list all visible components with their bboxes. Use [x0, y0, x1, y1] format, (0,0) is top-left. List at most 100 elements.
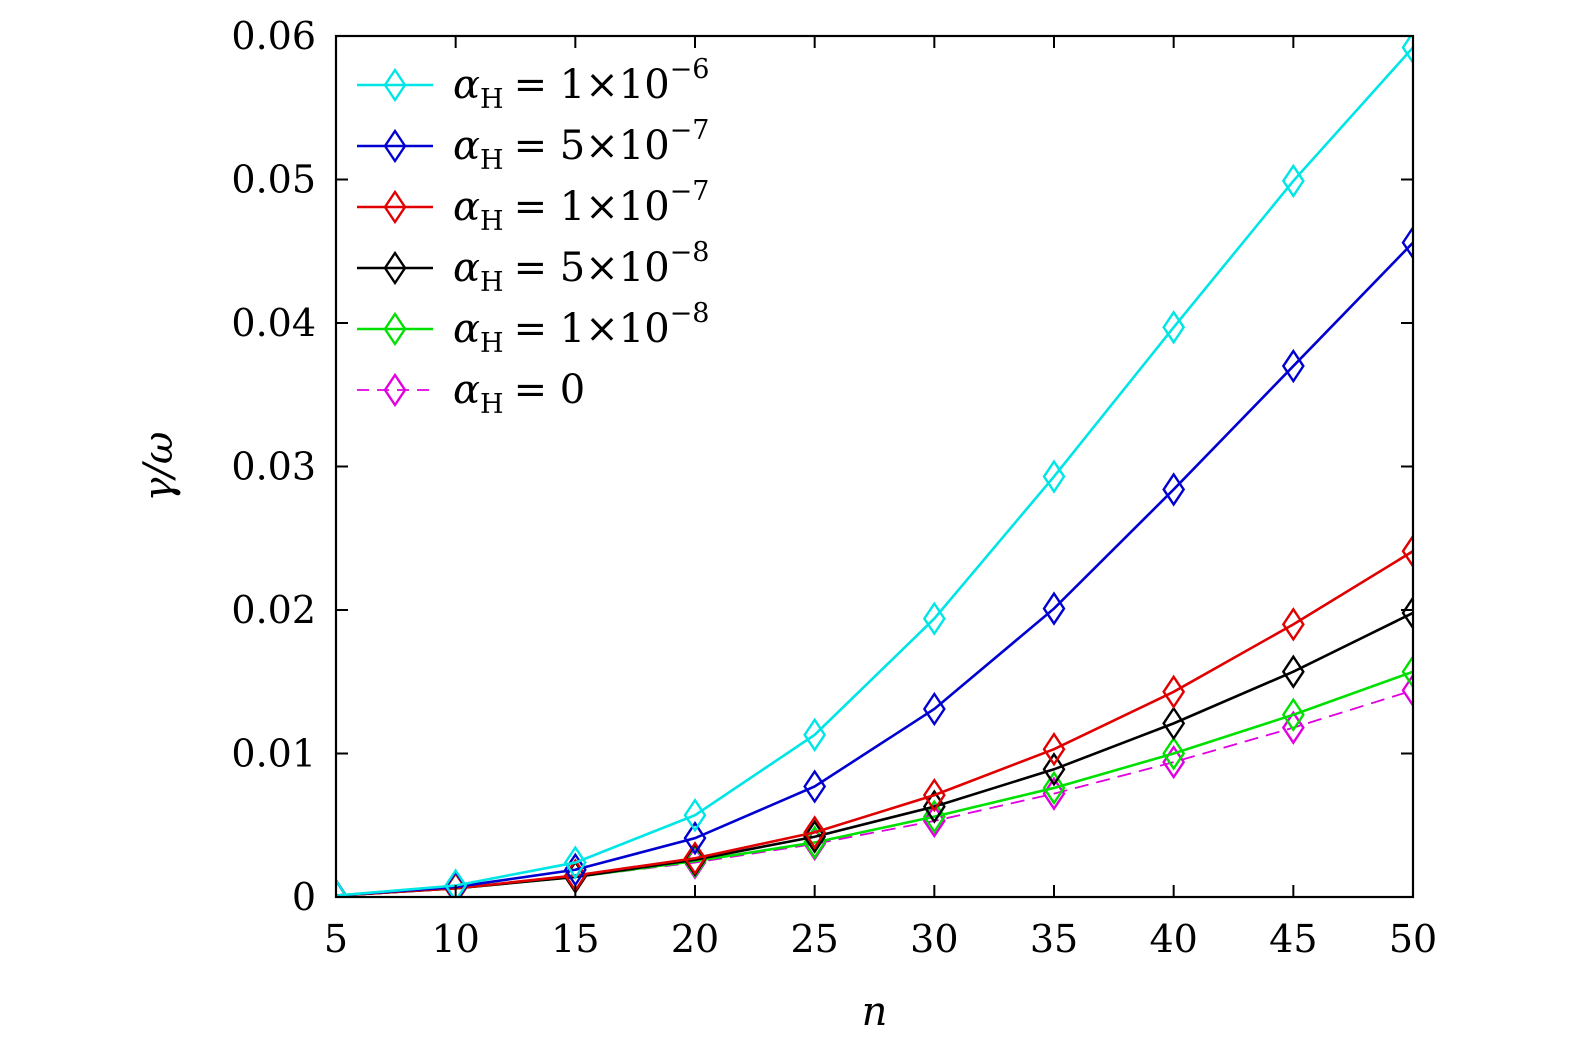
legend-item: αH = 5×10−8 [357, 237, 709, 298]
data-point [1042, 752, 1066, 787]
legend-swatch-marker [383, 67, 407, 103]
data-point [1162, 472, 1186, 507]
series-line [336, 611, 1413, 897]
y-tick-label: 0 [292, 875, 316, 919]
plot-area [336, 36, 1413, 897]
data-point [1281, 710, 1305, 745]
data-point [1281, 697, 1305, 732]
series-line [336, 550, 1413, 897]
x-tick-label: 25 [790, 917, 838, 961]
data-point [1162, 706, 1186, 741]
legend-label-symbol: α [453, 367, 480, 413]
y-axis-label: γ/ω [136, 432, 182, 502]
y-tick-label: 0.01 [231, 732, 316, 776]
legend-label-value: = 5×10 [514, 245, 670, 291]
data-point [1401, 36, 1413, 65]
legend-label-value: = 5×10 [514, 123, 670, 169]
x-tick-label: 20 [671, 917, 719, 961]
y-tick-label: 0.06 [231, 14, 316, 58]
legend-label-symbol: α [453, 62, 480, 108]
data-point [1401, 225, 1413, 260]
legend-label: αH = 5×10−7 [453, 115, 709, 176]
data-point [683, 841, 707, 876]
data-point [444, 868, 468, 897]
legend-label-exponent: −7 [670, 115, 710, 146]
legend-label-subscript: H [480, 328, 504, 359]
series-line [336, 689, 1413, 897]
x-tick-label: 5 [324, 917, 348, 961]
series-group [336, 36, 1413, 897]
legend-swatch-marker [383, 250, 407, 286]
legend-item: αH = 5×10−7 [357, 115, 709, 176]
legend-label-exponent: −8 [670, 237, 710, 268]
data-point [922, 601, 946, 636]
legend-label: αH = 1×10−8 [453, 298, 709, 359]
legend-label-value: = 0 [514, 367, 586, 413]
legend-swatch-marker [383, 372, 407, 408]
legend-label-exponent: −8 [670, 298, 710, 329]
data-point [1162, 674, 1186, 709]
legend-item: αH = 1×10−6 [357, 54, 709, 115]
legend-item: αH = 1×10−7 [357, 176, 709, 237]
series-line [336, 241, 1413, 897]
x-tick-label: 10 [431, 917, 479, 961]
legend-label: αH = 1×10−7 [453, 176, 709, 237]
series-line [336, 670, 1413, 897]
data-point [1042, 770, 1066, 806]
legend-swatch-marker [383, 189, 407, 225]
data-point [563, 845, 587, 880]
data-point [336, 878, 348, 897]
legend-label-subscript: H [480, 206, 504, 237]
legend-label-symbol: α [453, 184, 480, 230]
x-tick-label: 35 [1030, 917, 1078, 961]
x-tick-label: 30 [910, 917, 958, 961]
data-point [1162, 310, 1186, 345]
series-line [336, 46, 1413, 897]
data-point [683, 821, 707, 856]
legend-label-value: = 1×10 [514, 306, 670, 352]
data-point [1281, 654, 1305, 689]
data-point [1401, 673, 1413, 708]
data-point [1042, 732, 1066, 767]
legend-label-subscript: H [480, 84, 504, 115]
legend-swatch-marker [383, 128, 407, 164]
data-point [803, 819, 827, 854]
data-point [1281, 607, 1305, 642]
data-point [1162, 736, 1186, 771]
legend-label-subscript: H [480, 267, 504, 298]
data-point [803, 815, 827, 850]
data-point [1401, 654, 1413, 689]
legend-label-value: = 1×10 [514, 62, 670, 108]
x-axis-label: n [862, 989, 888, 1035]
data-point [1281, 348, 1305, 384]
legend-label-exponent: −6 [670, 54, 710, 85]
data-point [803, 769, 827, 804]
data-point [922, 691, 946, 727]
legend-label: αH = 5×10−8 [453, 237, 709, 298]
x-tick-label: 15 [551, 917, 599, 961]
legend: αH = 1×10−6αH = 5×10−7αH = 1×10−7αH = 5×10−8… [357, 54, 709, 420]
legend-item: αH = 0 [357, 367, 585, 420]
data-point [1281, 163, 1305, 199]
legend-label-value: = 1×10 [514, 184, 670, 230]
legend-item: αH = 1×10−8 [357, 298, 709, 359]
data-point [1401, 534, 1413, 569]
legend-label-subscript: H [480, 145, 504, 176]
data-point [1401, 595, 1413, 631]
data-point [683, 798, 707, 833]
x-tick-label: 40 [1149, 917, 1197, 961]
y-tick-label: 0.02 [231, 588, 316, 632]
data-point [1042, 459, 1066, 494]
legend-label-exponent: −7 [670, 176, 710, 207]
x-tick-label: 45 [1269, 917, 1317, 961]
data-point [803, 717, 827, 753]
legend-label-symbol: α [453, 245, 480, 291]
legend-label-symbol: α [453, 306, 480, 352]
legend-swatch-marker [383, 311, 407, 347]
data-point [922, 777, 946, 813]
legend-label: αH = 0 [453, 367, 585, 420]
legend-label-symbol: α [453, 123, 480, 169]
x-tick-label: 50 [1389, 917, 1437, 961]
axes: 5 10 15 20 25 30 35 40 45 50 0 0.01 0.02 0.03 0.04 0.05… [136, 14, 1437, 1035]
